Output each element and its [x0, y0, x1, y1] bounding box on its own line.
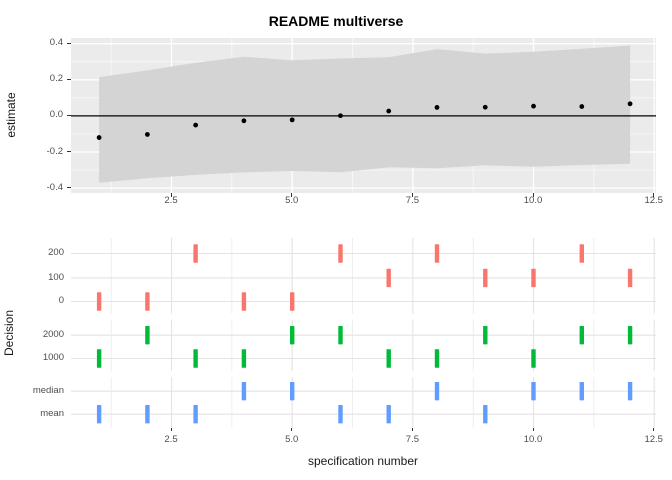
decision-mark — [144, 404, 150, 424]
x-axis-tick-label: 7.5 — [405, 433, 419, 445]
decision-mark — [385, 404, 391, 424]
x-axis-tick-label: 5.0 — [285, 195, 299, 206]
decision-mark — [241, 349, 246, 368]
y-axis-tick-label: 0.2 — [49, 73, 63, 85]
decision-mark — [337, 244, 343, 263]
estimate-point — [434, 104, 439, 110]
decision-row-label: mean — [40, 408, 64, 419]
decision-mark — [192, 404, 198, 424]
estimate-point — [337, 112, 343, 118]
decision-mark — [337, 325, 343, 345]
estimate-point — [578, 103, 584, 109]
x-axis-title: specification number — [307, 454, 419, 468]
y-axis-tick — [66, 42, 71, 44]
estimate-panel — [70, 37, 656, 194]
decision-mark — [530, 349, 536, 368]
y-axis-tick-label: 0.4 — [49, 37, 63, 49]
x-axis-tick-label: 2.5 — [164, 195, 178, 206]
x-axis-tick-label: 10.0 — [523, 195, 543, 206]
decision-row-label: 2000 — [42, 329, 64, 340]
estimate-point — [144, 131, 150, 137]
x-axis-tick — [653, 427, 655, 432]
decision-mark — [385, 349, 391, 368]
estimate-point — [96, 134, 102, 140]
estimate-point — [627, 100, 632, 106]
decision-mark — [579, 325, 584, 345]
confidence-ribbon — [98, 44, 630, 183]
decision-row-label: median — [32, 385, 64, 396]
decision-mark — [530, 381, 536, 401]
y-axis-tick-label: 0.0 — [49, 109, 63, 121]
x-axis-tick — [411, 427, 413, 432]
decision-mark — [434, 381, 439, 401]
y-axis-tick — [66, 78, 71, 80]
decision-mark — [144, 292, 150, 311]
x-axis-tick — [170, 193, 172, 197]
estimate-point — [241, 117, 246, 123]
figure-title: README multiverse — [268, 13, 404, 29]
decision-row-label: 100 — [48, 271, 64, 283]
decision-mark — [289, 381, 294, 401]
estimate-point — [482, 104, 488, 110]
decision-mark — [434, 349, 439, 368]
decision-mark — [144, 325, 150, 345]
decision-row-label: 0 — [58, 295, 64, 307]
estimate-point — [289, 116, 295, 122]
decision-mark — [192, 349, 198, 368]
decision-mark — [96, 349, 101, 368]
x-axis-tick-label: 2.5 — [164, 433, 178, 445]
decision-mark — [241, 381, 246, 401]
x-axis-tick-label: 10.0 — [523, 433, 543, 445]
decision-mark — [241, 292, 246, 311]
decision-mark — [530, 268, 536, 287]
y-axis-tick-label: -0.4 — [46, 181, 63, 193]
y-axis-tick — [66, 114, 71, 116]
decision-mark — [482, 268, 487, 287]
x-axis-tick — [170, 427, 172, 432]
decision-mark — [627, 325, 632, 345]
decision-mark — [579, 381, 584, 401]
decision-mark — [289, 292, 294, 311]
decision-panel — [70, 237, 656, 428]
x-axis-tick — [291, 193, 293, 197]
decision-mark — [434, 244, 439, 263]
x-axis-tick — [532, 193, 534, 197]
x-axis-tick-label: 12.5 — [644, 195, 663, 206]
decision-mark — [96, 404, 101, 424]
x-axis-tick-label: 5.0 — [285, 433, 299, 445]
x-axis-tick — [291, 427, 293, 432]
estimate-point — [192, 122, 198, 128]
decision-mark — [627, 381, 632, 401]
decision-mark — [385, 268, 391, 287]
decision-row-label: 1000 — [42, 352, 64, 364]
x-axis-tick — [411, 193, 413, 197]
estimate-point — [385, 108, 391, 113]
estimate-point — [530, 103, 536, 109]
y-axis-tick — [66, 151, 71, 152]
decision-mark — [289, 325, 294, 345]
x-axis-tick — [532, 427, 534, 432]
decision-mark — [482, 325, 487, 345]
x-axis-tick-label: 7.5 — [405, 195, 419, 206]
decision-mark — [192, 244, 198, 263]
decision-mark — [627, 268, 632, 287]
x-axis-tick-label: 12.5 — [644, 433, 663, 445]
y-axis-tick — [66, 187, 71, 189]
decision-mark — [96, 292, 101, 311]
x-axis-tick — [653, 193, 655, 197]
y-axis-tick-label: -0.2 — [46, 145, 63, 157]
decision-mark — [579, 244, 584, 263]
decision-mark — [482, 404, 487, 424]
decision-row-label: 200 — [48, 247, 64, 259]
decision-mark — [337, 404, 343, 424]
